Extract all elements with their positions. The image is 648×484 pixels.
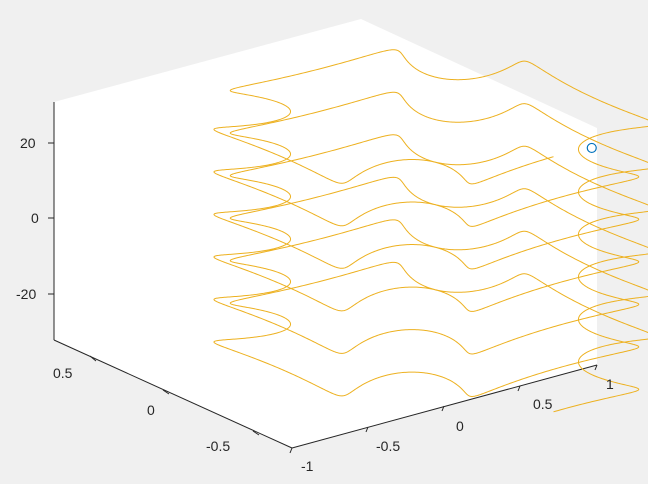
z-tick-label-0: 0: [31, 210, 39, 226]
x-axis-line: [291, 364, 598, 449]
x-tick-0: [441, 405, 445, 412]
z-tick-label-neg20: -20: [16, 286, 36, 302]
x-tick-1: [594, 364, 598, 371]
x-tick-label-0.5: 0.5: [533, 396, 553, 412]
x-tick-0.5: [517, 385, 521, 392]
x-tick-label-neg1: -1: [301, 458, 314, 474]
axis-lines: [53, 102, 598, 449]
x-tick-neg1: [289, 447, 293, 454]
y-ticks: 0.5 0 -0.5: [53, 355, 260, 454]
data-marker: [586, 142, 597, 154]
x-tick-label-neg0.5: -0.5: [376, 438, 400, 454]
y-tick-neg0.5: [252, 430, 260, 436]
x-tick-label-1: 1: [606, 376, 614, 392]
y-tick-label-neg0.5: -0.5: [206, 438, 230, 454]
x-tick-label-0: 0: [456, 418, 464, 434]
helix-curve: [213, 49, 648, 413]
axes-box: [54, 19, 597, 448]
y-tick-0.5: [89, 355, 97, 362]
z-tick-label-20: 20: [20, 135, 36, 151]
x-tick-neg0.5: [365, 426, 369, 433]
y-tick-0: [162, 389, 170, 395]
y-tick-label-0: 0: [147, 402, 155, 418]
z-ticks: 20 0 -20: [16, 135, 54, 302]
y-tick-label-0.5: 0.5: [53, 365, 73, 381]
x-ticks: -1 -0.5 0 0.5 1: [289, 364, 614, 474]
y-axis-line: [53, 339, 293, 449]
